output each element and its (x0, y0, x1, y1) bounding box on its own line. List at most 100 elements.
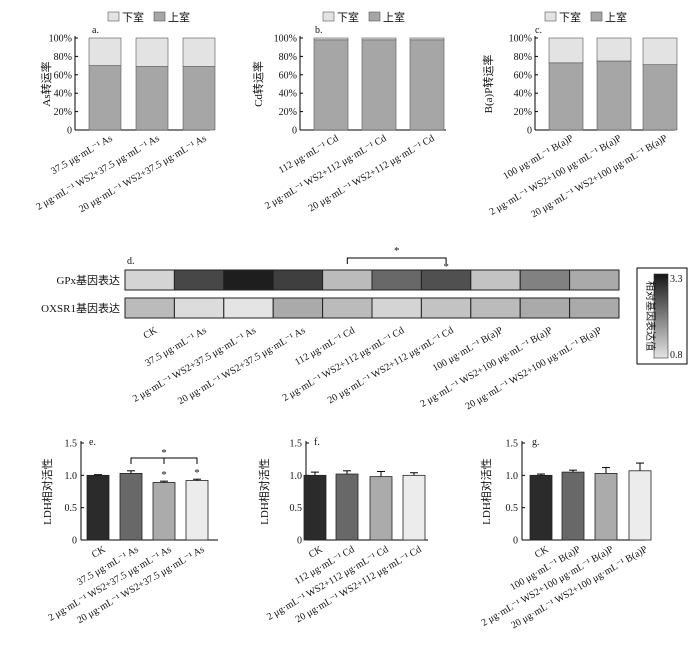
heatmap-cell (420, 269, 472, 291)
legend-swatch-lower (107, 11, 120, 22)
bar-lower-chamber (313, 37, 349, 41)
legend-label: 上室 (383, 10, 405, 24)
bar (628, 470, 652, 541)
bar (561, 471, 585, 541)
bar (594, 472, 618, 541)
heatmap-cell (519, 297, 571, 319)
heatmap-column-label: CK (142, 325, 160, 342)
bar-upper-chamber (135, 66, 169, 131)
y-tick-label: 1.5 (290, 439, 303, 450)
y-tick-label: 80% (279, 52, 297, 63)
heatmap-cell (371, 297, 422, 319)
legend-label: 上室 (168, 10, 190, 24)
bar-lower-chamber (88, 37, 122, 66)
colorbar (653, 273, 669, 359)
x-tick-label: 2 μg·mL⁻¹ WS2+37.5 μg·mL⁻¹ As (47, 544, 174, 624)
bar-upper-chamber (88, 65, 122, 131)
y-tick-label: 1.5 (65, 439, 78, 450)
bar (335, 473, 359, 541)
y-tick-label: 1.0 (65, 471, 78, 482)
legend-swatch-upper (153, 11, 166, 22)
legend-swatch-upper (590, 11, 603, 22)
bar-upper-chamber (361, 39, 397, 131)
heatmap-row-label: OXSR1基因表达 (41, 301, 120, 315)
heatmap-cell (272, 297, 324, 319)
heatmap-cell (223, 269, 274, 291)
panel-label: d. (127, 256, 135, 267)
y-tick-label: 0 (72, 536, 77, 547)
heatmap-cell (519, 269, 571, 291)
heatmap-cell (322, 297, 373, 319)
bar (402, 474, 426, 541)
y-tick-label: 0 (67, 126, 72, 137)
y-tick-label: 100% (509, 34, 532, 45)
bar-upper-chamber (313, 39, 349, 131)
y-tick-label: 0 (292, 126, 297, 137)
panel-label: a. (92, 25, 99, 36)
y-tick-label: 100% (274, 34, 297, 45)
panel-label: f. (314, 437, 320, 448)
bar (529, 474, 553, 541)
y-axis-label: LDH相对活性 (257, 458, 271, 525)
y-axis-label: LDH相对活性 (40, 458, 54, 525)
x-tick-label: CK (90, 544, 108, 561)
y-tick-label: 0.5 (65, 503, 78, 514)
bar-upper-chamber (548, 62, 584, 131)
panel-label: e. (89, 437, 96, 448)
y-tick-label: 60% (514, 70, 532, 81)
bar (185, 480, 209, 541)
heatmap-cell (124, 269, 175, 291)
heatmap-cell (569, 269, 620, 291)
y-tick-label: 0 (527, 126, 532, 137)
y-tick-label: 20% (514, 107, 532, 118)
y-tick-label: 20% (54, 107, 72, 118)
bar-lower-chamber (135, 37, 169, 67)
significance-star: * (194, 467, 200, 479)
heatmap-row-label: GPx基因表达 (56, 273, 120, 287)
legend-label: 下室 (122, 10, 144, 24)
bar-lower-chamber (548, 37, 584, 64)
y-tick-label: 0.5 (506, 503, 519, 514)
y-tick-label: 80% (514, 52, 532, 63)
x-tick-label: 20 μg·mL⁻¹ WS2+100 μg·mL⁻¹ B(a)P (509, 544, 650, 631)
bar (86, 474, 110, 541)
y-axis-label: LDH相对活性 (479, 458, 493, 525)
x-tick-label: 2 μg·mL⁻¹ WS2+100 μg·mL⁻¹ B(a)P (480, 544, 616, 629)
bar-lower-chamber (182, 37, 216, 67)
bar-upper-chamber (409, 39, 445, 131)
significance-star: * (161, 447, 167, 459)
y-tick-label: 100% (49, 34, 72, 45)
y-tick-label: 20% (279, 107, 297, 118)
heatmap-cell (272, 269, 324, 291)
y-axis-label: As转运率 (39, 61, 53, 106)
x-tick-label: CK (307, 544, 325, 561)
colorbar-min-label: 0.8 (670, 350, 683, 361)
y-tick-label: 40% (514, 89, 532, 100)
bar-lower-chamber (409, 37, 445, 41)
bar (152, 482, 176, 541)
bar-upper-chamber (182, 66, 216, 131)
significance-star: * (443, 261, 449, 273)
y-tick-label: 60% (279, 70, 297, 81)
heatmap-cell (470, 297, 521, 319)
y-tick-label: 60% (54, 70, 72, 81)
legend-label: 上室 (605, 10, 627, 24)
y-tick-label: 40% (279, 89, 297, 100)
legend-swatch-lower (544, 11, 557, 22)
legend-swatch-upper (368, 11, 381, 22)
bar-lower-chamber (596, 37, 632, 62)
bar-lower-chamber (642, 37, 678, 65)
significance-star: * (161, 469, 167, 481)
significance-star: * (394, 245, 400, 257)
y-tick-label: 80% (54, 52, 72, 63)
heatmap-cell (322, 269, 373, 291)
panel-label: b. (315, 25, 323, 36)
heatmap-cell (569, 297, 620, 319)
heatmap-cell (371, 269, 422, 291)
heatmap-cell (470, 269, 521, 291)
